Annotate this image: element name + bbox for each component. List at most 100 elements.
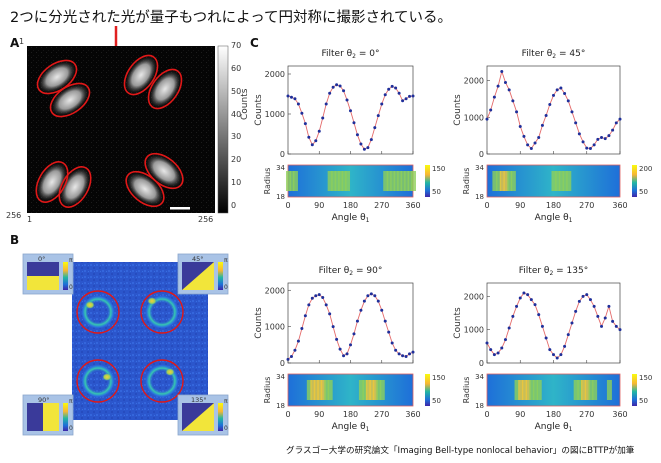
x-tick-label: 90 <box>515 410 525 419</box>
heatmap-cell <box>573 380 579 400</box>
data-point <box>555 88 559 92</box>
heatmap-cell <box>334 171 340 191</box>
data-point <box>515 304 519 308</box>
radius-tick-label: 34 <box>475 164 484 172</box>
data-point <box>492 353 496 357</box>
data-point <box>570 110 574 114</box>
data-point <box>559 86 563 90</box>
inset-45-label: 45° <box>192 255 204 263</box>
radius-axis-label: Radius <box>263 168 272 195</box>
heatmap-cell <box>507 171 513 191</box>
data-point <box>380 308 384 312</box>
heatmap-cell <box>555 171 561 191</box>
heatmap-colorbar <box>425 165 430 197</box>
data-point <box>614 121 618 125</box>
colorbar-tick-label: 0 <box>231 201 237 210</box>
data-point <box>537 136 541 139</box>
heatmap-cell <box>313 380 319 400</box>
data-point <box>369 292 373 296</box>
data-point <box>563 344 567 348</box>
panel-a-axis-min-top: 1 <box>19 37 25 46</box>
heatmap-strip <box>287 373 414 407</box>
panel-b-inset-135 <box>177 394 229 436</box>
colorbar-tick-label: 40 <box>231 109 242 119</box>
radius-axis-label: Radius <box>462 168 471 195</box>
data-point <box>511 314 515 318</box>
y-tick-label: 1000 <box>265 110 285 119</box>
data-point <box>352 121 356 125</box>
panel-c-charts: Filter θ2 = 0°010002000Counts150503418Ra… <box>254 49 652 433</box>
data-point <box>342 89 346 93</box>
radius-tick-label: 34 <box>276 373 285 381</box>
data-point <box>300 111 304 115</box>
data-point <box>366 146 370 150</box>
data-point <box>345 98 349 102</box>
data-point <box>324 102 328 106</box>
data-point <box>383 319 387 323</box>
highlight-circle <box>140 359 184 403</box>
data-point <box>408 94 412 98</box>
heatmap-cell <box>536 380 542 400</box>
heatmap-cell <box>345 171 351 191</box>
inset-135-zero: 0 <box>224 425 228 432</box>
data-point <box>404 354 408 358</box>
heatmap-cell <box>292 171 298 191</box>
data-point <box>359 308 363 312</box>
y-tick-label: 2000 <box>265 286 285 295</box>
data-point <box>369 138 373 142</box>
y-axis-label: Counts <box>254 307 264 339</box>
data-point <box>592 304 596 308</box>
data-point <box>581 140 585 144</box>
inset-0-pi: π <box>69 257 73 264</box>
inset-135-pi: π <box>224 398 228 405</box>
x-axis-label: Angle θ1 <box>332 422 370 433</box>
inset-90-label: 90° <box>38 396 50 404</box>
heatmap-cell <box>320 380 326 400</box>
data-point <box>376 114 380 118</box>
highlight-ellipse <box>58 166 92 208</box>
data-point <box>548 103 552 106</box>
data-point <box>515 110 519 114</box>
data-point <box>526 293 530 297</box>
inset-0-zero: 0 <box>69 284 73 291</box>
x-tick-label: 0 <box>484 201 489 210</box>
heatmap-cell <box>317 380 323 400</box>
x-tick-label: 0 <box>484 410 489 419</box>
data-point <box>286 94 290 98</box>
heatmap-cell <box>577 380 583 400</box>
data-point <box>289 354 293 358</box>
data-point <box>607 304 611 308</box>
heatmap-cell <box>514 380 520 400</box>
data-point <box>544 336 548 340</box>
inset-90-pi: π <box>69 398 73 405</box>
y-tick-label: 2000 <box>265 70 285 79</box>
colorbar-tick-label: 50 <box>432 397 441 405</box>
data-point <box>533 303 537 307</box>
data-point <box>328 91 332 95</box>
data-point <box>574 121 578 125</box>
data-point <box>596 314 600 318</box>
data-point <box>588 298 592 302</box>
heatmap-cell <box>584 380 590 400</box>
heatmap-cell <box>606 380 612 400</box>
scale-bar <box>170 207 190 210</box>
data-point <box>600 136 604 139</box>
data-point <box>397 91 401 95</box>
data-point <box>324 303 328 307</box>
data-point <box>533 141 537 145</box>
data-point <box>355 319 359 323</box>
data-point <box>592 143 596 147</box>
highlight-ellipse <box>49 82 91 118</box>
colorbar-tick-label: 50 <box>231 86 242 96</box>
heatmap-cell <box>286 171 291 191</box>
data-point <box>401 354 405 358</box>
data-point <box>618 117 622 121</box>
heatmap-cell <box>529 380 535 400</box>
panel-a-image <box>27 46 215 213</box>
data-point <box>390 341 394 345</box>
radius-tick-label: 18 <box>475 402 484 410</box>
data-point <box>310 143 314 147</box>
data-point <box>588 147 592 150</box>
data-point <box>411 350 415 354</box>
highlight-circle <box>76 359 120 403</box>
